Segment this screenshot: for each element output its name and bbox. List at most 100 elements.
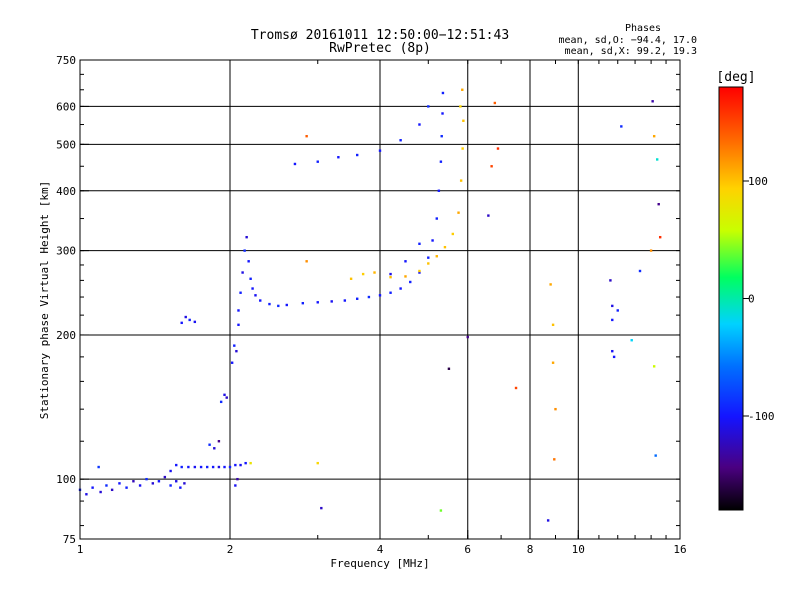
- data-point: [435, 255, 438, 258]
- data-point: [349, 277, 353, 280]
- data-point: [249, 277, 252, 280]
- data-point: [546, 519, 550, 522]
- data-point: [233, 344, 236, 347]
- data-point: [251, 287, 254, 290]
- data-point: [305, 134, 308, 138]
- data-point: [461, 147, 464, 150]
- data-point: [343, 299, 347, 302]
- colorbar-tick-label: 100: [748, 175, 768, 188]
- data-point: [99, 490, 102, 494]
- data-point: [213, 447, 216, 450]
- data-point: [316, 160, 319, 163]
- data-point: [223, 393, 226, 397]
- data-point: [654, 454, 657, 457]
- data-point: [418, 123, 421, 126]
- x-tick-label: 8: [527, 543, 534, 556]
- data-point: [97, 465, 100, 469]
- data-point: [389, 276, 392, 279]
- data-point: [493, 101, 497, 105]
- data-point: [553, 458, 556, 461]
- y-tick-label: 200: [56, 329, 76, 342]
- data-point: [657, 202, 660, 206]
- data-point: [612, 355, 616, 359]
- data-point: [169, 484, 172, 487]
- data-point: [228, 465, 232, 469]
- data-point: [268, 302, 271, 306]
- data-point: [440, 134, 443, 138]
- data-point: [609, 279, 612, 282]
- y-tick-label: 75: [63, 533, 76, 546]
- data-point: [285, 303, 288, 307]
- data-point: [443, 245, 447, 249]
- colorbar-ticks: 100 0 -100: [743, 175, 775, 423]
- data-point: [404, 260, 407, 263]
- data-point: [301, 301, 305, 305]
- data-point: [293, 162, 297, 166]
- phase-colorbar: [deg] 100 0 -100: [716, 70, 775, 511]
- data-point: [611, 304, 614, 308]
- data-point: [320, 506, 323, 510]
- data-point: [183, 482, 186, 485]
- colorbar-tick-label: 0: [748, 293, 755, 306]
- data-point: [404, 275, 407, 278]
- data-point: [85, 493, 88, 496]
- data-point: [225, 396, 228, 399]
- legend-title: Phases: [625, 23, 661, 34]
- phase-legend: Phases mean, sd,O: −94.4, 17.0 mean, sd,…: [559, 23, 697, 57]
- data-point: [277, 304, 280, 308]
- data-point: [184, 315, 187, 319]
- data-point: [649, 249, 653, 252]
- data-point: [431, 239, 434, 242]
- data-point: [611, 318, 614, 322]
- x-tick-label: 2: [227, 543, 234, 556]
- data-point: [91, 486, 94, 489]
- data-point: [418, 269, 421, 273]
- data-point: [355, 297, 359, 300]
- data-point: [457, 211, 460, 214]
- data-point: [447, 367, 451, 370]
- data-point: [180, 465, 183, 469]
- data-point: [234, 484, 237, 487]
- data-point: [462, 119, 465, 122]
- colorbar-gradient: [719, 87, 743, 510]
- data-point: [239, 291, 242, 294]
- x-tick-label: 10: [572, 543, 585, 556]
- data-point: [205, 465, 209, 469]
- data-point: [217, 465, 221, 469]
- data-point: [118, 482, 121, 485]
- data-point: [439, 160, 443, 163]
- data-point: [427, 262, 430, 265]
- data-point: [651, 100, 654, 103]
- data-point: [367, 295, 371, 299]
- data-point: [427, 105, 430, 108]
- data-point: [180, 321, 183, 325]
- data-point: [187, 465, 190, 469]
- data-point: [179, 486, 182, 489]
- data-point: [616, 309, 619, 312]
- data-point: [254, 294, 257, 297]
- y-axis-label: Stationary phase Virtual Height [km]: [38, 181, 51, 419]
- data-point: [237, 309, 240, 312]
- x-tick-label: 4: [377, 543, 384, 556]
- data-point: [236, 477, 239, 481]
- data-point: [638, 269, 642, 273]
- chart-title: Tromsø 20161011 12:50:00−12:51:43: [251, 28, 509, 43]
- data-point: [620, 125, 623, 128]
- data-point: [554, 407, 557, 411]
- data-point: [235, 349, 238, 353]
- data-point: [630, 339, 633, 342]
- chart-subtitle: RwPretec (8p): [329, 41, 431, 56]
- data-point: [441, 112, 444, 115]
- data-point: [237, 323, 240, 327]
- data-point: [125, 486, 128, 489]
- data-point: [175, 480, 178, 483]
- data-points: [78, 88, 662, 522]
- data-point: [418, 242, 421, 245]
- data-point: [655, 158, 659, 161]
- data-point: [145, 477, 148, 481]
- data-point: [151, 482, 155, 485]
- data-point: [355, 153, 359, 157]
- data-point: [199, 465, 203, 469]
- data-point: [217, 440, 221, 443]
